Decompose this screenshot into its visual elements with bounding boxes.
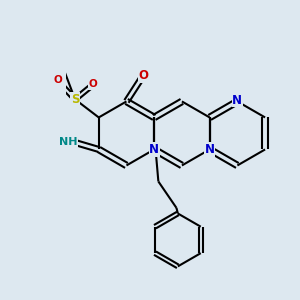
Text: N: N (149, 143, 159, 156)
Text: NH: NH (59, 137, 77, 147)
Text: O: O (138, 69, 148, 82)
Text: S: S (71, 93, 79, 106)
Text: N: N (205, 143, 214, 156)
Text: N: N (232, 94, 242, 106)
Text: O: O (88, 79, 97, 89)
Text: O: O (53, 75, 62, 85)
